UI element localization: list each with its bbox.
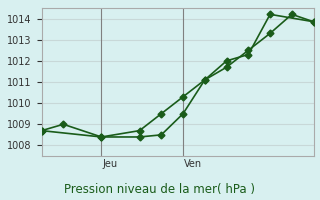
Text: Jeu: Jeu [103, 159, 118, 169]
Text: Ven: Ven [184, 159, 203, 169]
Text: Pression niveau de la mer( hPa ): Pression niveau de la mer( hPa ) [65, 183, 255, 196]
